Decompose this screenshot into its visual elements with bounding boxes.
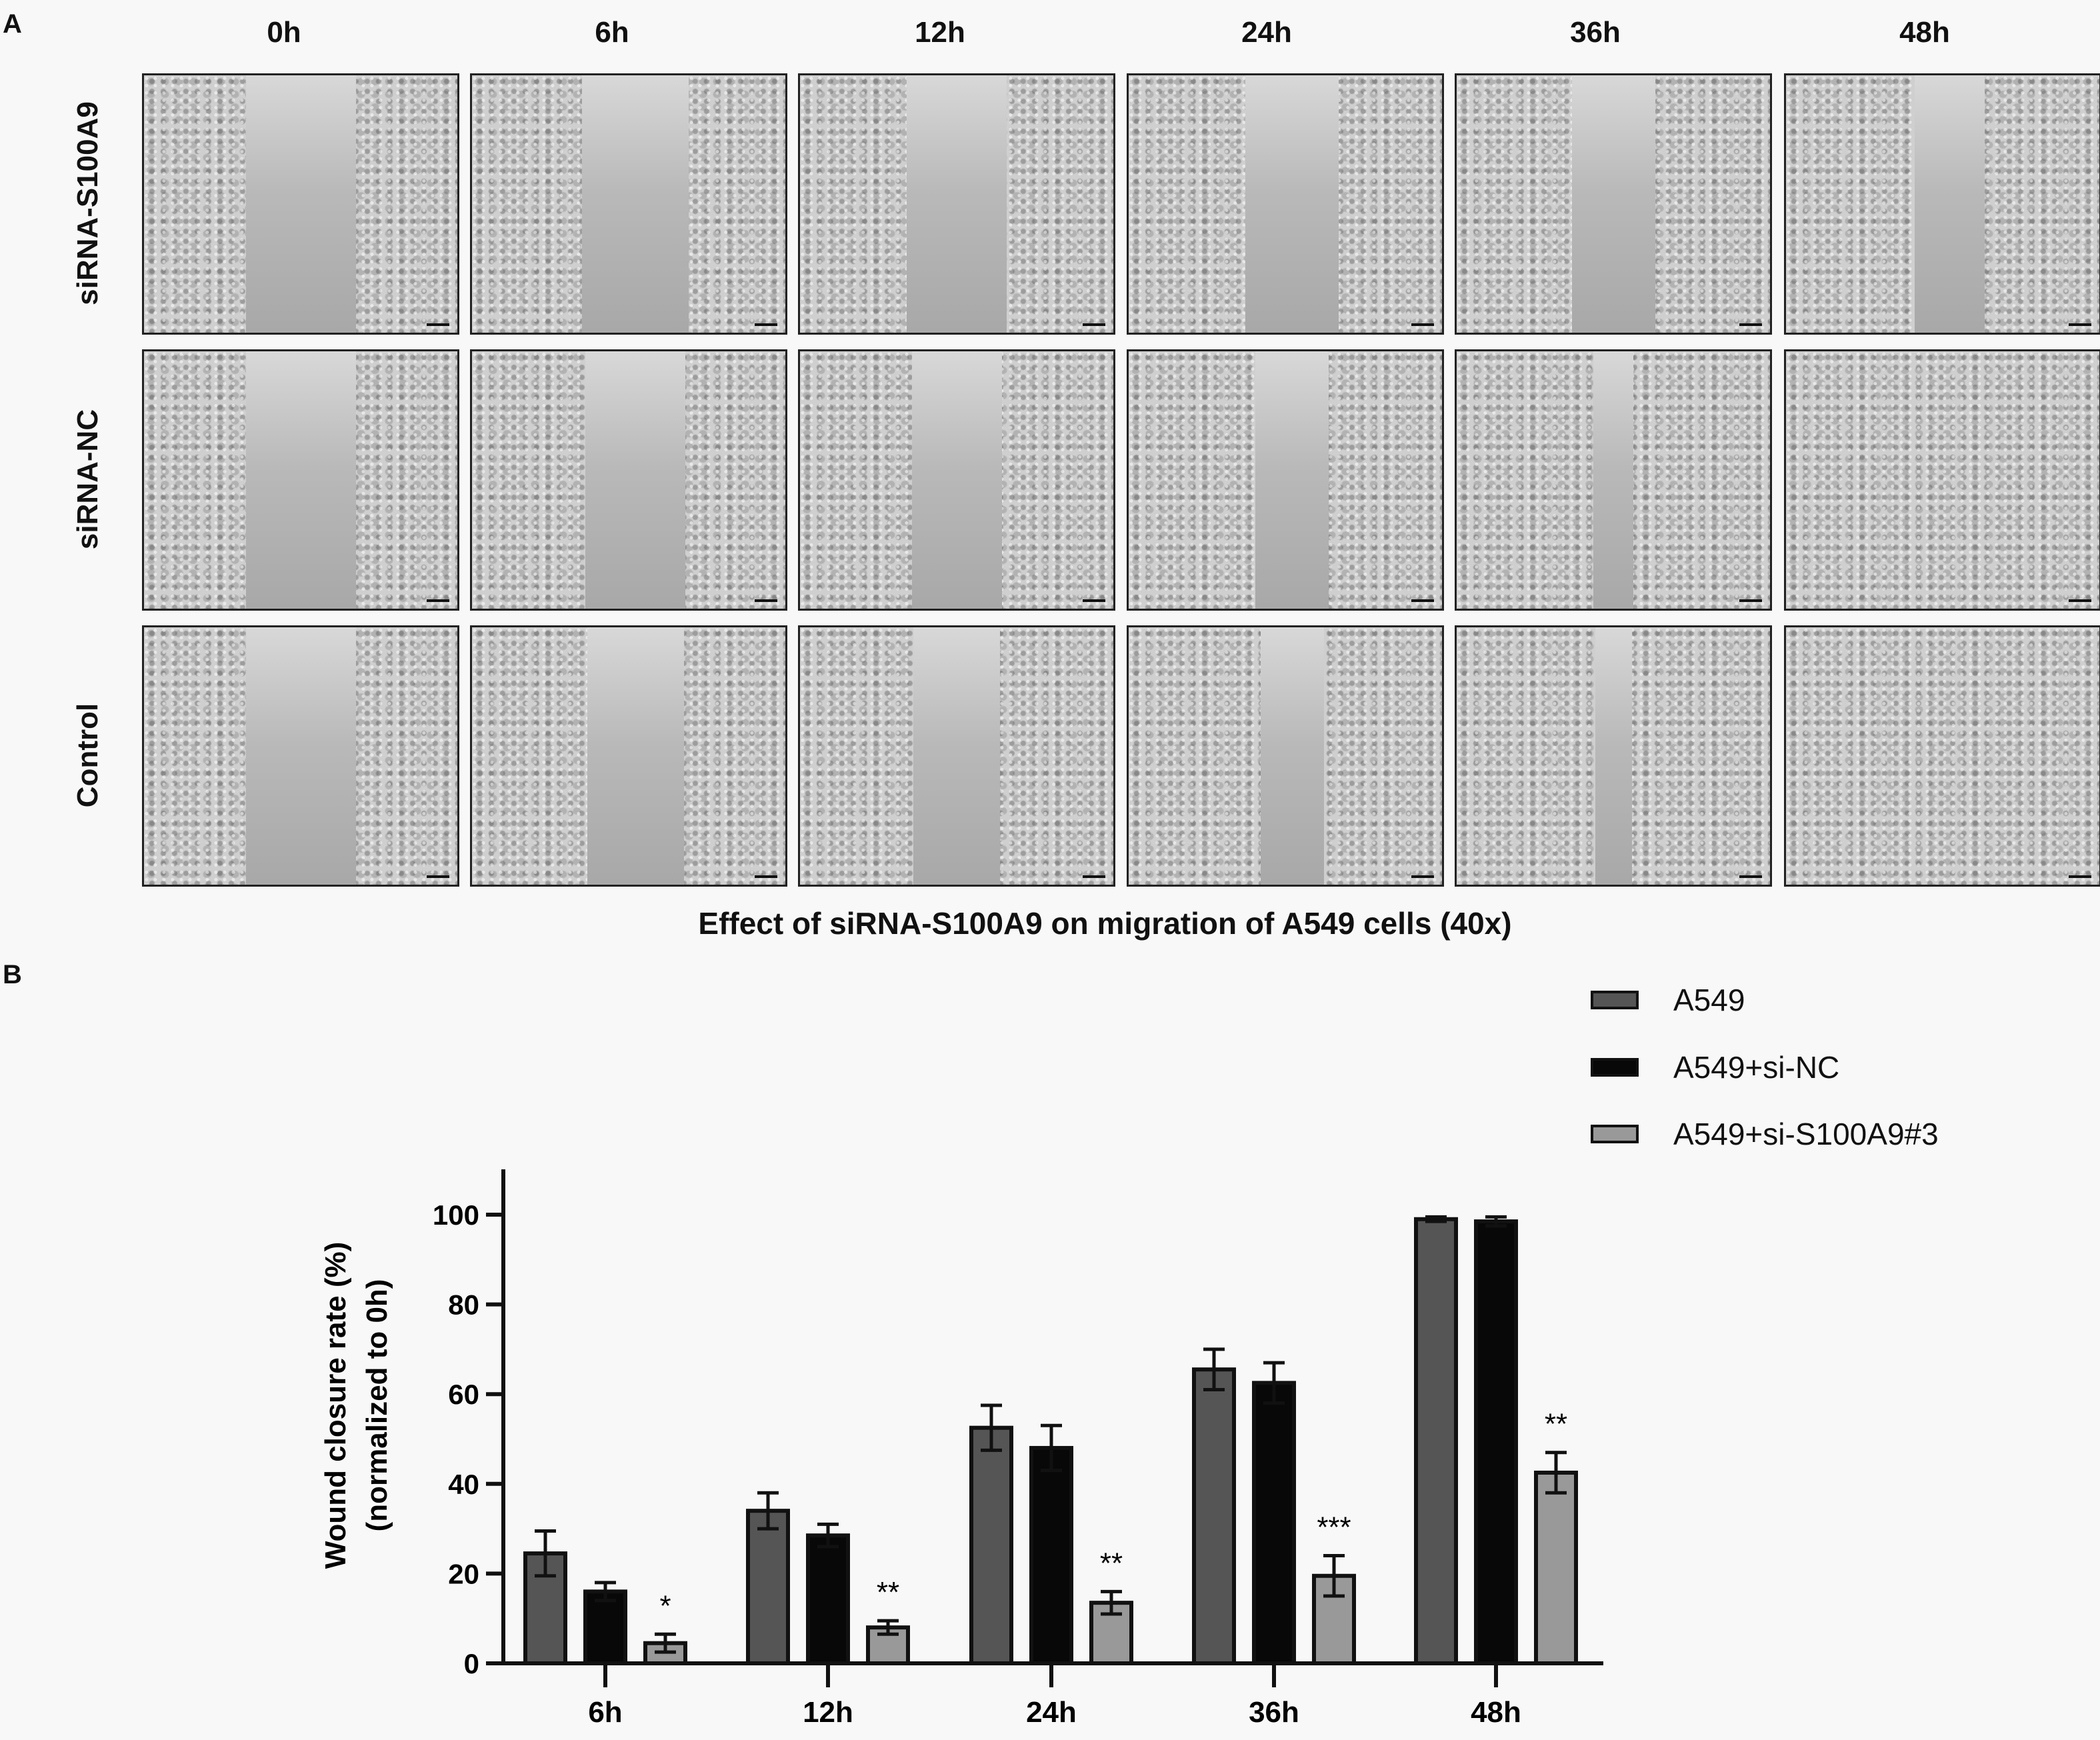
wound-gap (585, 351, 685, 609)
bar (746, 1509, 790, 1665)
y-tick-label: 100 (433, 1199, 479, 1231)
microscopy-image (470, 349, 787, 611)
legend-label: A549+si-NC (1673, 1050, 1840, 1085)
significance-marker: ** (1545, 1408, 1567, 1441)
microscopy-image (1784, 349, 2100, 611)
scale-bar (755, 875, 777, 878)
wound-gap (1260, 627, 1324, 885)
significance-marker: ** (877, 1576, 899, 1609)
y-axis-label: Wound closure rate (%) (319, 1242, 352, 1569)
panel-a-label: A (3, 9, 22, 39)
bar (583, 1589, 627, 1666)
scale-bar (1739, 875, 1762, 878)
scale-bar (1411, 323, 1434, 326)
column-header: 48h (1899, 16, 1950, 49)
microscopy-image (798, 625, 1115, 887)
bar (1252, 1381, 1296, 1665)
legend-label: A549 (1673, 983, 1745, 1017)
wound-gap (587, 627, 684, 885)
bar (969, 1425, 1013, 1666)
bar (1029, 1445, 1073, 1665)
scale-bar (755, 599, 777, 602)
scale-bar (2069, 599, 2091, 602)
column-header: 0h (267, 16, 301, 49)
x-tick-label: 12h (803, 1696, 853, 1729)
microscopy-image (1127, 73, 1444, 335)
column-header: 36h (1570, 16, 1621, 49)
panel-b-label: B (3, 960, 22, 989)
y-tick-label: 40 (448, 1469, 479, 1500)
wound-gap (1595, 627, 1632, 885)
wound-gap (1914, 75, 1985, 333)
wound-gap (1571, 75, 1655, 333)
wound-gap (1245, 75, 1339, 333)
wound-gap (1593, 351, 1633, 609)
microscopy-image (1127, 625, 1444, 887)
y-tick-label: 60 (448, 1379, 479, 1410)
microscopy-image (142, 73, 459, 335)
x-tick-label: 48h (1471, 1696, 1521, 1729)
significance-marker: *** (1317, 1511, 1351, 1543)
wound-gap (907, 75, 1007, 333)
wound-gap (582, 75, 689, 333)
scale-bar (1411, 599, 1434, 602)
column-header: 24h (1241, 16, 1292, 49)
scale-bar (1739, 323, 1762, 326)
scale-bar (1083, 599, 1105, 602)
bar (1192, 1367, 1236, 1666)
microscopy-image (1455, 73, 1772, 335)
y-tick-label: 80 (448, 1289, 479, 1321)
x-tick-label: 6h (588, 1696, 622, 1729)
panel-a-caption: Effect of siRNA-S100A9 on migration of A… (698, 906, 1512, 941)
legend-swatch (1591, 991, 1639, 1009)
microscopy-image (1455, 625, 1772, 887)
column-header: 6h (595, 16, 629, 49)
legend-label: A549+si-S100A9#3 (1673, 1117, 1939, 1151)
wound-gap (913, 627, 1000, 885)
legend-item: A549+si-S100A9#3 (1591, 1114, 1939, 1154)
bar (1414, 1217, 1458, 1665)
wound-gap (245, 351, 356, 609)
legend-swatch (1591, 1058, 1639, 1077)
microscopy-image (470, 73, 787, 335)
bar (806, 1533, 850, 1666)
microscopy-image (142, 349, 459, 611)
microscopy-image (1455, 349, 1772, 611)
x-tick-label: 36h (1249, 1696, 1299, 1729)
wound-gap (1255, 351, 1329, 609)
microscopy-image (142, 625, 459, 887)
legend-swatch (1591, 1125, 1639, 1143)
bar (1474, 1219, 1518, 1665)
microscopy-image (470, 625, 787, 887)
legend-item: A549+si-NC (1591, 1047, 1839, 1087)
legend-item: A549 (1591, 980, 1745, 1020)
scale-bar (1083, 323, 1105, 326)
scale-bar (1083, 875, 1105, 878)
wound-gap (911, 351, 1002, 609)
y-tick-label: 0 (464, 1648, 479, 1679)
microscopy-image (1784, 73, 2100, 335)
microscopy-image (798, 349, 1115, 611)
scale-bar (427, 875, 449, 878)
wound-gap (245, 75, 356, 333)
significance-marker: * (659, 1589, 671, 1622)
y-axis-label-line2: (normalized to 0h) (361, 1279, 393, 1532)
wound-gap (245, 627, 356, 885)
microscopy-image (1784, 625, 2100, 887)
microscopy-image (798, 73, 1115, 335)
scale-bar (427, 323, 449, 326)
scale-bar (2069, 323, 2091, 326)
significance-marker: ** (1100, 1547, 1123, 1579)
column-header: 12h (915, 16, 965, 49)
microscopy-image (1127, 349, 1444, 611)
bar (1534, 1470, 1578, 1666)
scale-bar (1411, 875, 1434, 878)
scale-bar (755, 323, 777, 326)
scale-bar (1739, 599, 1762, 602)
y-tick-label: 20 (448, 1558, 479, 1589)
x-tick-label: 24h (1026, 1696, 1077, 1729)
scale-bar (2069, 875, 2091, 878)
scale-bar (427, 599, 449, 602)
